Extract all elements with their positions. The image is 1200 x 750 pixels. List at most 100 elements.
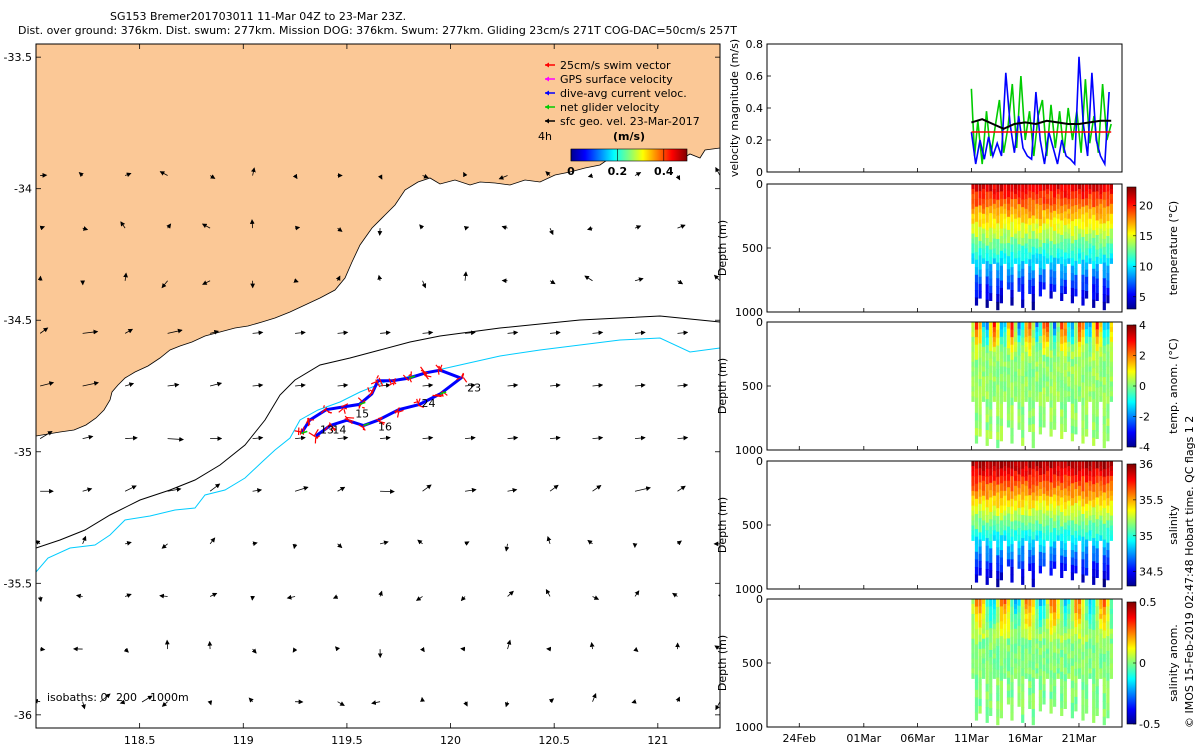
profile-cell <box>1017 494 1021 502</box>
profile-cell <box>1017 461 1021 469</box>
profile-cell <box>1077 525 1082 531</box>
geo-velocity-arrow <box>252 383 264 388</box>
profile-cell <box>1042 420 1046 428</box>
profile-cell <box>1010 397 1014 406</box>
profile-cell <box>992 228 996 235</box>
profile-cell <box>1085 613 1089 621</box>
profile-cell <box>1074 370 1078 379</box>
profile-cell <box>1053 382 1057 390</box>
profile-cell <box>1109 203 1113 210</box>
profile-cell <box>1077 371 1082 378</box>
profile-cell <box>1049 663 1053 671</box>
profile-cell <box>1081 274 1085 283</box>
profile-cell <box>1102 578 1106 588</box>
profile-cell <box>1095 606 1099 615</box>
profile-cell <box>1021 368 1025 377</box>
profile-cell <box>1014 218 1018 225</box>
isobath-value-1000: 1000m <box>150 691 189 704</box>
profile-cell <box>1085 475 1089 483</box>
profile-cell <box>1053 230 1057 239</box>
profile-cell <box>1021 199 1025 208</box>
profile-cell <box>974 461 979 470</box>
profile-cell <box>1031 571 1035 580</box>
profile-cell <box>999 643 1003 652</box>
profile-cell <box>982 623 986 630</box>
profile-cell <box>1074 274 1078 283</box>
profile-cell <box>1092 360 1096 369</box>
geo-velocity-arrow <box>549 435 561 441</box>
profile-cell <box>1092 352 1096 361</box>
profile-cell <box>978 372 982 380</box>
geo-velocity-arrow <box>549 330 561 336</box>
profile-cell <box>1010 221 1014 230</box>
profile-cell <box>1042 644 1046 652</box>
geo-velocity-arrow <box>549 279 556 285</box>
profile-cell <box>1038 274 1042 283</box>
profile-cell <box>1028 411 1032 419</box>
profile-cell <box>1085 364 1089 373</box>
profile-cell <box>1095 599 1099 607</box>
geo-velocity-arrow <box>592 330 604 336</box>
swim-vector <box>313 429 319 437</box>
profile-cell <box>1049 364 1053 373</box>
profile-cell <box>1024 238 1028 245</box>
profile-cell <box>1095 468 1099 477</box>
profile-cell <box>1056 628 1060 635</box>
profile-cell <box>974 599 979 608</box>
profile-cell <box>1067 658 1071 664</box>
profile-cell <box>1109 530 1113 536</box>
geo-velocity-arrow <box>677 485 686 492</box>
profile-cell <box>1014 520 1018 526</box>
profile-cell <box>1053 402 1057 410</box>
profile-cell <box>1085 372 1089 380</box>
profile-cell <box>1006 651 1011 659</box>
profile-cell <box>1017 251 1021 259</box>
profile-cell <box>1085 649 1089 657</box>
profile-cell <box>1060 671 1064 680</box>
swim-vector <box>378 377 384 387</box>
profile-cell <box>992 346 996 353</box>
profile-cell <box>1003 658 1007 664</box>
profile-cell <box>1014 243 1018 249</box>
profile-cell <box>1092 707 1096 716</box>
profile-cell <box>1085 546 1089 555</box>
profile-cell <box>1010 375 1014 384</box>
profile-cell <box>996 337 1000 347</box>
profile-cell <box>982 376 986 383</box>
geo-velocity-arrow <box>40 646 46 652</box>
profile-cell <box>1102 563 1106 572</box>
profile-cell <box>1045 475 1050 482</box>
profile-cell <box>1085 468 1089 476</box>
profile-cell <box>1067 653 1071 660</box>
profile-cell <box>1045 198 1050 205</box>
velocity-ylabel: velocity magnitude (m/s) <box>728 39 741 177</box>
profile-cell <box>1031 661 1035 671</box>
profile-cell <box>1109 643 1113 650</box>
swim-vector <box>440 364 443 369</box>
profile-cell <box>1003 490 1007 497</box>
profile-cell <box>1077 628 1082 635</box>
profile-cell <box>1028 390 1032 398</box>
profile-cell <box>978 283 982 292</box>
profile-cell <box>978 191 982 199</box>
profile-cell <box>1074 475 1078 483</box>
profile-cell <box>1053 541 1057 549</box>
profile-cell <box>974 382 979 391</box>
profile-cell <box>971 366 975 373</box>
profile-cell <box>1088 203 1092 210</box>
profile-cell <box>1095 526 1099 535</box>
profile-cell <box>978 649 982 657</box>
profile-cell <box>1003 470 1007 477</box>
profile-cell <box>1070 505 1074 514</box>
profile-cell <box>985 507 989 516</box>
profile-cell <box>982 485 986 492</box>
profile-cell <box>1031 377 1035 386</box>
geo-velocity-arrow <box>463 226 470 231</box>
profile-cell <box>1081 214 1085 223</box>
profile-cell <box>974 506 979 515</box>
profile-cell <box>996 468 1000 478</box>
profile-cell <box>1056 322 1060 328</box>
profile-cell <box>1095 504 1099 513</box>
profile-cell <box>1056 396 1060 402</box>
